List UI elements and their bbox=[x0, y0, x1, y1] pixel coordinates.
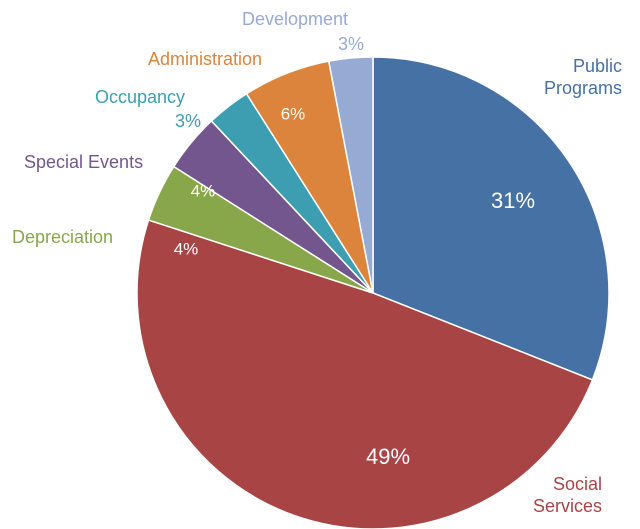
percent-label: 3% bbox=[175, 111, 201, 131]
slice-name-label: Depreciation bbox=[12, 227, 114, 247]
slice-name-label: Special Events bbox=[24, 152, 144, 172]
percent-label: 31% bbox=[491, 188, 535, 213]
slice-name-label: Public Programs bbox=[543, 56, 622, 98]
slice-name-label: Development bbox=[242, 9, 349, 29]
percent-label: 6% bbox=[281, 104, 306, 123]
percent-label: 49% bbox=[366, 444, 410, 469]
percent-label: 4% bbox=[174, 239, 199, 258]
percent-label: 3% bbox=[338, 34, 364, 54]
pie-slice bbox=[372, 56, 610, 381]
slice-name-label: Occupancy bbox=[95, 87, 186, 107]
percent-label: 4% bbox=[191, 181, 216, 200]
pie-slice bbox=[327, 56, 374, 294]
slice-name-label: Administration bbox=[148, 49, 263, 69]
pie-slice bbox=[136, 219, 594, 529]
slice-name-label: Social Services bbox=[532, 474, 602, 516]
